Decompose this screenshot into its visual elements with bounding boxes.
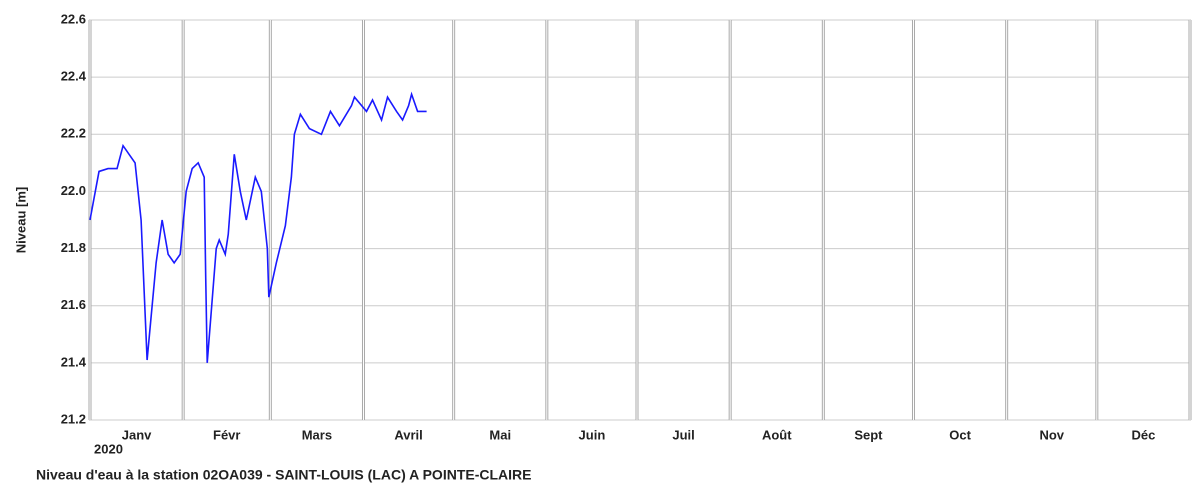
x-tick-label: Août bbox=[762, 427, 792, 442]
x-tick-label: Mai bbox=[489, 427, 511, 442]
x-tick-label: Nov bbox=[1039, 427, 1064, 442]
y-tick-label: 21.8 bbox=[61, 240, 86, 255]
x-tick-label: Févr bbox=[213, 427, 240, 442]
x-tick-label: Déc bbox=[1131, 427, 1155, 442]
x-tick-label: Juil bbox=[672, 427, 694, 442]
chart-title: Niveau d'eau à la station 02OA039 - SAIN… bbox=[36, 467, 531, 483]
y-axis-label: Niveau [m] bbox=[13, 187, 28, 253]
y-tick-label: 22.4 bbox=[61, 69, 87, 84]
x-tick-label: Avril bbox=[394, 427, 422, 442]
y-tick-label: 22.2 bbox=[61, 126, 86, 141]
y-tick-label: 21.6 bbox=[61, 297, 86, 312]
x-tick-label: Juin bbox=[579, 427, 606, 442]
y-tick-label: 22.0 bbox=[61, 183, 86, 198]
x-tick-label: Sept bbox=[854, 427, 883, 442]
y-tick-label: 21.4 bbox=[61, 354, 87, 369]
x-tick-label: Oct bbox=[949, 427, 971, 442]
y-tick-label: 21.2 bbox=[61, 411, 86, 426]
year-label: 2020 bbox=[94, 441, 123, 456]
x-tick-label: Janv bbox=[122, 427, 152, 442]
y-tick-label: 22.6 bbox=[61, 11, 86, 26]
data-line bbox=[89, 91, 427, 363]
x-tick-label: Mars bbox=[302, 427, 332, 442]
plot-area bbox=[89, 19, 1191, 421]
